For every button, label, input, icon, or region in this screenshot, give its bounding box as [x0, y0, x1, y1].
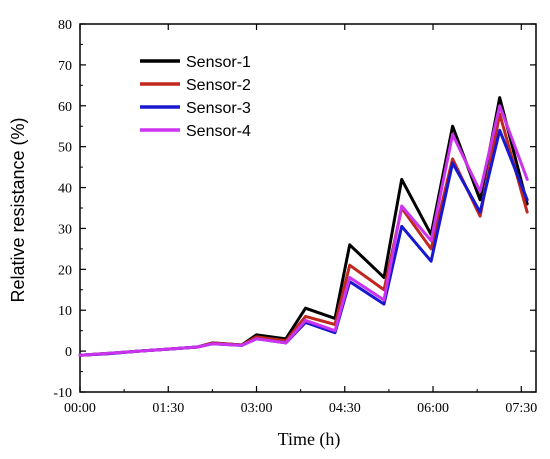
y-tick-label: 20	[58, 263, 72, 278]
x-tick-label: 00:00	[64, 401, 96, 416]
x-tick-label: 03:00	[241, 401, 273, 416]
y-tick-label: 0	[65, 345, 72, 360]
x-tick-label: 01:30	[152, 401, 184, 416]
y-tick-label: 60	[58, 100, 72, 115]
legend-label: Sensor-4	[186, 123, 251, 140]
x-tick-label: 06:00	[417, 401, 449, 416]
x-tick-label: 04:30	[329, 401, 361, 416]
legend-label: Sensor-3	[186, 100, 251, 117]
series-layer	[78, 96, 529, 357]
x-axis: 00:00 01:30 03:00 04:30 06:00 07:30	[64, 24, 537, 416]
y-tick-label: 80	[58, 18, 72, 33]
y-tick-label: 10	[58, 304, 72, 319]
y-tick-label: -10	[53, 386, 72, 401]
y-axis-title: Relative resistance (%)	[8, 117, 28, 302]
legend-label: Sensor-1	[186, 54, 251, 71]
y-axis: -10 0 10 20 30 40 50 60 70 80	[53, 18, 536, 401]
series-line-sensor-4	[78, 104, 529, 357]
plot-area	[79, 23, 537, 393]
x-axis-title: Time (h)	[278, 429, 341, 450]
y-tick-label: 40	[58, 182, 72, 197]
y-tick-label: 70	[58, 59, 72, 74]
y-tick-label: 50	[58, 141, 72, 156]
legend: Sensor-1 Sensor-2 Sensor-3 Sensor-4	[140, 54, 251, 140]
y-tick-label: 30	[58, 222, 72, 237]
x-tick-label: 07:30	[505, 401, 537, 416]
legend-label: Sensor-2	[186, 77, 251, 94]
